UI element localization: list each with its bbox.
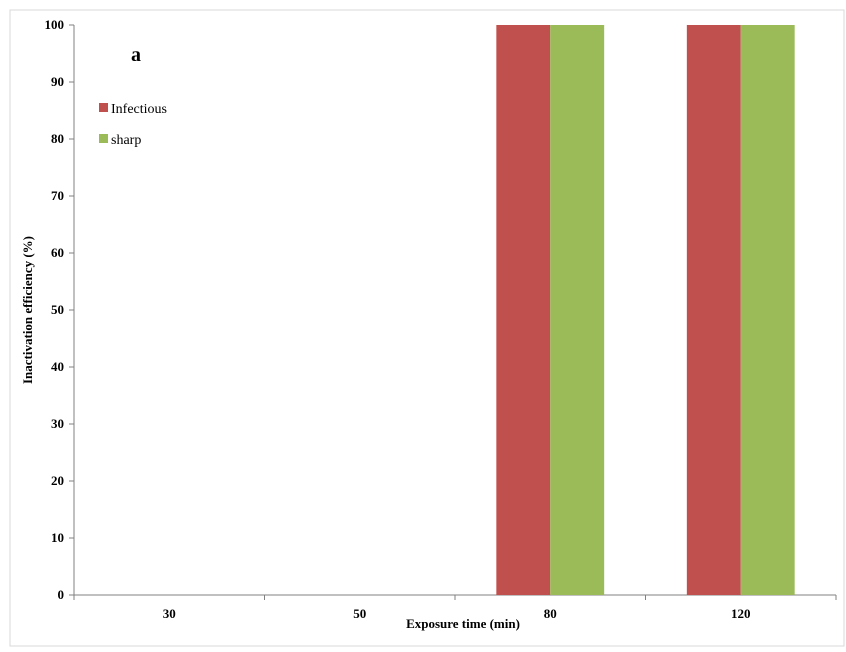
chart-frame [9,9,845,647]
bars [496,25,795,595]
y-tick-label: 20 [51,473,64,488]
x-tick-label: 50 [353,606,366,621]
y-axis: 0 10 20 30 40 50 60 70 80 90 100 [45,17,75,602]
y-tick-label: 50 [51,302,64,317]
bar-sharp-120 [740,25,795,595]
y-tick-label: 90 [51,74,64,89]
legend-swatch-infectious [99,103,108,112]
legend-label-infectious: Infectious [111,102,167,117]
y-tick-label: 80 [51,131,64,146]
y-tick-label: 100 [45,17,65,32]
legend-label-sharp: sharp [111,133,141,148]
bar-infectious-120 [686,25,741,595]
y-tick-label: 10 [51,530,64,545]
x-axis-title: Exposure time (min) [406,616,520,631]
y-tick-label: 70 [51,188,64,203]
y-tick-label: 30 [51,416,64,431]
x-tick-label: 120 [731,606,751,621]
y-tick-label: 0 [58,587,65,602]
x-tick-label: 30 [163,606,176,621]
y-tick-label: 40 [51,359,64,374]
legend-swatch-sharp [99,134,108,143]
x-tick-label: 80 [544,606,557,621]
bar-infectious-80 [496,25,551,595]
y-axis-title: Inactivation efficiency (%) [20,236,35,384]
legend: Infectious sharp [99,102,167,148]
panel-label: a [131,44,141,66]
bar-sharp-80 [550,25,605,595]
x-axis: 30 50 80 120 [73,594,837,621]
y-tick-label: 60 [51,245,64,260]
